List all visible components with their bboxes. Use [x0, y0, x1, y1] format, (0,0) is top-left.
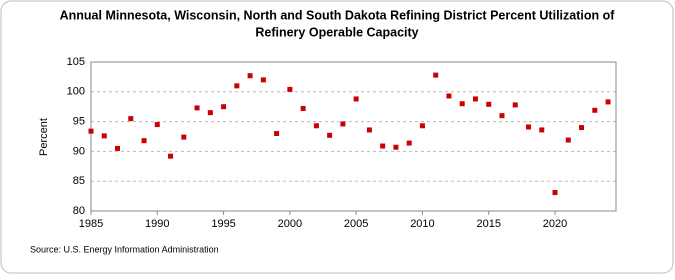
x-tick-label: 2000	[278, 218, 302, 230]
point	[605, 99, 611, 105]
x-tick-label: 2015	[476, 218, 500, 230]
point	[539, 127, 545, 133]
x-tick-label: 1985	[79, 218, 103, 230]
point	[88, 128, 94, 134]
point	[274, 131, 280, 137]
point	[406, 140, 412, 146]
x-tick-label: 2020	[543, 218, 567, 230]
point	[168, 153, 174, 159]
point	[287, 86, 293, 92]
point	[512, 102, 518, 108]
chart-title: Annual Minnesota, Wisconsin, North and S…	[60, 8, 616, 22]
point	[499, 113, 505, 119]
point	[247, 73, 253, 79]
point	[327, 132, 333, 138]
point	[526, 124, 531, 130]
point	[115, 145, 121, 151]
source: Source: U.S. Energy Information Administ…	[30, 244, 219, 254]
point	[472, 96, 478, 102]
point	[459, 101, 465, 107]
point	[260, 77, 266, 83]
point	[207, 110, 213, 116]
y-tick-label: 85	[73, 175, 85, 187]
x-tick-label: 2010	[410, 218, 434, 230]
y-tick-label: 105	[67, 56, 85, 68]
point	[141, 138, 147, 144]
point	[221, 104, 227, 110]
plot-border	[90, 61, 617, 212]
y-tick-label: 100	[67, 86, 85, 98]
point	[340, 121, 346, 127]
point	[433, 72, 439, 78]
point	[565, 137, 571, 143]
point	[552, 190, 558, 196]
point	[313, 123, 319, 129]
point	[353, 96, 359, 102]
point	[579, 125, 585, 131]
x-tick-label: 2005	[344, 218, 368, 230]
x-tick-label: 1990	[145, 218, 169, 230]
point	[300, 105, 306, 111]
y-axis-label: Percent	[38, 118, 50, 156]
point	[181, 134, 187, 140]
point	[101, 133, 107, 139]
point	[393, 144, 399, 150]
chart-title: Refinery Operable Capacity	[255, 25, 418, 39]
y-tick-label: 80	[73, 205, 85, 217]
point	[128, 116, 134, 122]
point	[592, 107, 598, 113]
x-tick-label: 1995	[211, 218, 235, 230]
y-tick-label: 95	[73, 116, 85, 128]
point	[154, 122, 160, 128]
frame	[0, 0, 674, 274]
point	[366, 127, 372, 133]
point	[486, 101, 492, 107]
point	[234, 83, 240, 89]
point	[446, 93, 452, 99]
y-tick-label: 90	[73, 145, 85, 157]
point	[419, 123, 425, 129]
point	[380, 143, 386, 149]
point	[194, 105, 200, 111]
